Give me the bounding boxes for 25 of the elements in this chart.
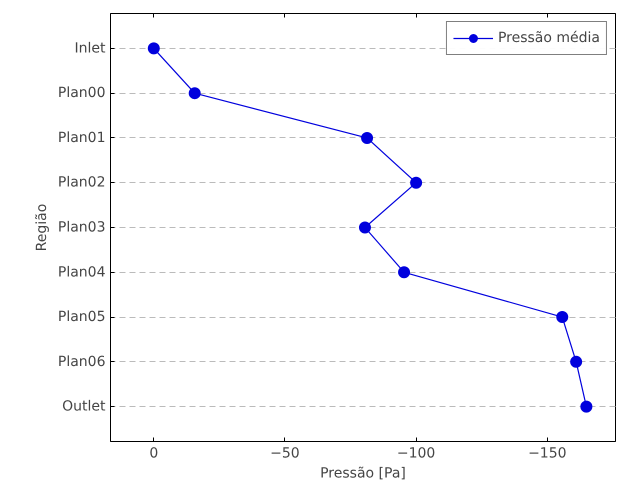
x-axis-title: Pressão [Pa] — [320, 466, 406, 482]
x-tick-label: −50 — [270, 446, 300, 462]
y-tick-label: Plan02 — [58, 174, 106, 191]
point — [358, 222, 371, 234]
y-axis-title: Região — [34, 204, 50, 252]
y-tick-label: Inlet — [74, 40, 106, 56]
x-tick-label: −150 — [528, 446, 567, 462]
y-tick-label: Plan05 — [58, 309, 106, 326]
point — [570, 356, 582, 368]
y-tick-label: Plan03 — [58, 220, 106, 236]
point — [580, 400, 592, 413]
point — [361, 132, 374, 144]
y-tick-label: Plan06 — [58, 354, 106, 370]
y-tick-label: Outlet — [62, 398, 106, 415]
point — [188, 87, 201, 100]
point — [556, 311, 568, 324]
legend-label: Pressão média — [498, 30, 600, 46]
y-tick-label: Plan00 — [58, 85, 106, 102]
x-tick-label: 0 — [149, 446, 158, 462]
point — [410, 176, 422, 189]
point — [398, 266, 410, 278]
y-tick-label: Plan01 — [58, 130, 106, 146]
point — [148, 42, 160, 54]
y-tick-label: Plan04 — [58, 264, 106, 280]
x-tick-label: −100 — [396, 446, 436, 462]
